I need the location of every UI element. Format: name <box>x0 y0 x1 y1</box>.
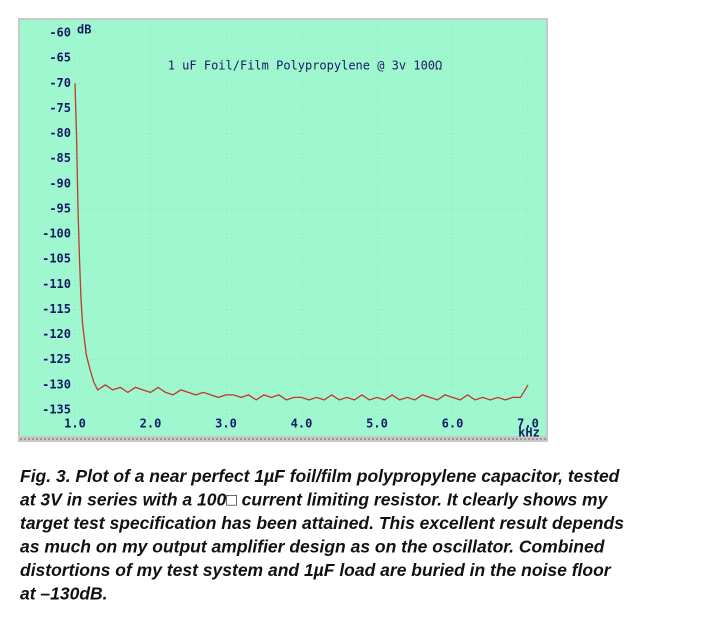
chart-title: 1 uF Foil/Film Polypropylene @ 3v 100Ω <box>168 59 443 73</box>
x-axis-label: kHz <box>518 426 540 440</box>
caption-line: distortions of my test system and 1µF lo… <box>20 560 612 580</box>
x-tick-label: 1.0 <box>64 417 86 431</box>
plot-background <box>20 20 546 436</box>
caption-line: Fig. 3. Plot of a near perfect 1µF foil/… <box>20 466 620 486</box>
x-tick-label: 4.0 <box>291 417 313 431</box>
y-tick-label: -100 <box>42 227 71 241</box>
x-tick-label: 7.0 <box>517 417 539 431</box>
data-line <box>74 83 529 401</box>
caption-line: as much on my output amplifier design as… <box>20 537 605 557</box>
caption-line: at –130dB. <box>20 584 108 604</box>
y-tick-label: -65 <box>49 51 71 65</box>
y-tick-label: -115 <box>42 302 71 316</box>
y-tick-label: -125 <box>42 352 71 366</box>
y-tick-label: -110 <box>42 277 71 291</box>
y-tick-label: -75 <box>49 101 71 115</box>
x-tick-label: 3.0 <box>215 417 237 431</box>
y-tick-label: -95 <box>49 201 71 215</box>
x-tick-label: 2.0 <box>140 417 162 431</box>
y-tick-label: -60 <box>49 26 71 40</box>
caption-line: target test specification has been attai… <box>20 513 624 533</box>
x-tick-label: 6.0 <box>442 417 464 431</box>
y-tick-label: -90 <box>49 176 71 190</box>
y-tick-label: -120 <box>42 327 71 341</box>
y-tick-label: -105 <box>42 252 71 266</box>
y-axis-label: dB <box>77 23 91 37</box>
y-tick-label: -135 <box>42 403 71 417</box>
y-tick-label: -70 <box>49 76 71 90</box>
x-tick-label: 5.0 <box>366 417 388 431</box>
y-tick-label: -80 <box>49 126 71 140</box>
y-tick-label: -85 <box>49 151 71 165</box>
caption-line: at 3V in series with a 100□ current limi… <box>20 490 609 510</box>
y-tick-label: -130 <box>42 377 71 391</box>
